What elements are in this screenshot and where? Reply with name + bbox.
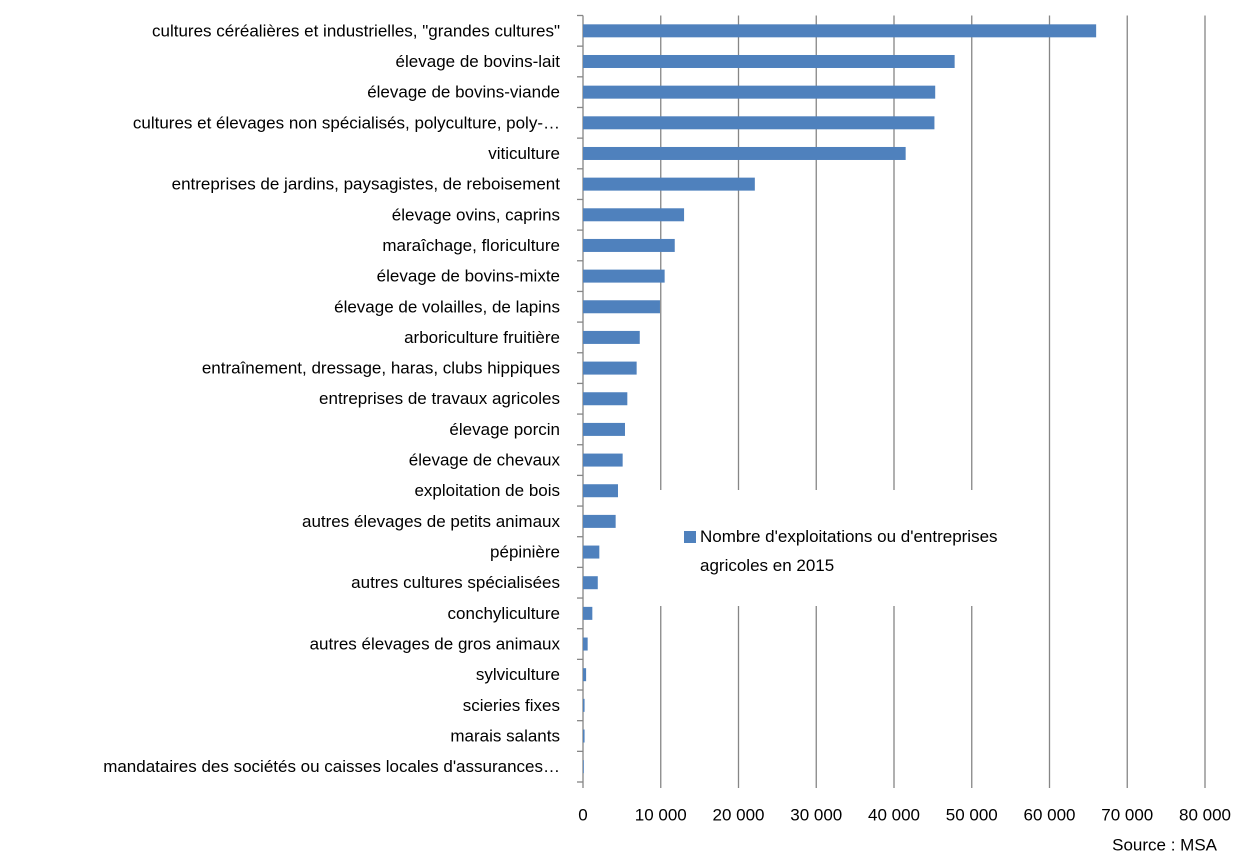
bar [583, 698, 585, 712]
bar [583, 269, 665, 283]
y-tick-label: sylviculture [476, 665, 560, 684]
x-tick-label: 0 [578, 805, 587, 824]
y-tick-label: entreprises de jardins, paysagistes, de … [172, 175, 561, 194]
bar [583, 422, 625, 436]
x-tick-label: 80 000 [1179, 805, 1231, 824]
y-tick-label: élevage ovins, caprins [392, 205, 560, 224]
bar [583, 116, 935, 130]
legend-text: Nombre d'exploitations ou d'entreprises … [700, 527, 998, 575]
y-tick-label: marais salants [450, 726, 560, 745]
bar [583, 514, 616, 528]
bar [583, 576, 598, 590]
y-tick-label: autres élevages de gros animaux [310, 635, 561, 654]
y-tick-label: pépinière [490, 543, 560, 562]
y-tick-label: autres élevages de petits animaux [302, 512, 560, 531]
y-tick-label: élevage de bovins-lait [396, 52, 561, 71]
y-tick-label: exploitation de bois [414, 481, 560, 500]
y-tick-label: élevage porcin [449, 420, 560, 439]
legend-box [660, 490, 1022, 606]
bar [583, 146, 906, 160]
y-tick-label: mandataires des sociétés ou caisses loca… [103, 757, 560, 776]
y-tick-label: entraînement, dressage, haras, clubs hip… [202, 359, 560, 378]
bar [583, 392, 628, 406]
bar [583, 54, 955, 68]
y-tick-label: entreprises de travaux agricoles [319, 389, 560, 408]
bar [583, 668, 587, 682]
bar [583, 453, 623, 467]
bar [583, 330, 640, 344]
y-tick-label: élevage de volailles, de lapins [334, 297, 560, 316]
x-tick-label: 60 000 [1024, 805, 1076, 824]
x-tick-label: 10 000 [635, 805, 687, 824]
bar [583, 484, 618, 498]
bar [583, 760, 584, 774]
y-tick-label: cultures et élevages non spécialisés, po… [133, 113, 560, 132]
source-note: Source : MSA [1112, 835, 1218, 854]
y-tick-label: scieries fixes [463, 696, 560, 715]
x-tick-label: 20 000 [713, 805, 765, 824]
bar [583, 606, 593, 620]
y-tick-label: maraîchage, floriculture [382, 236, 560, 255]
bar [583, 729, 585, 743]
legend: Nombre d'exploitations ou d'entreprises … [660, 490, 1022, 606]
bar [583, 24, 1097, 38]
bar [583, 208, 685, 222]
x-tick-label: 50 000 [946, 805, 998, 824]
bar [583, 300, 660, 314]
bar [583, 361, 637, 375]
y-tick-label: conchyliculture [448, 604, 560, 623]
x-tick-label: 70 000 [1101, 805, 1153, 824]
bar [583, 545, 600, 559]
y-tick-label: élevage de chevaux [409, 451, 561, 470]
y-tick-label: cultures céréalières et industrielles, "… [152, 21, 560, 40]
y-tick-label: élevage de bovins-viande [367, 83, 560, 102]
bar [583, 85, 936, 99]
y-tick-label: autres cultures spécialisées [351, 573, 560, 592]
y-tick-label: élevage de bovins-mixte [377, 267, 560, 286]
legend-swatch [684, 531, 696, 543]
x-tick-label: 30 000 [790, 805, 842, 824]
y-tick-label: viticulture [488, 144, 560, 163]
bar [583, 177, 755, 191]
legend-label: Nombre d'exploitations ou d'entreprises … [700, 527, 998, 575]
y-tick-label: arboriculture fruitière [404, 328, 560, 347]
bar [583, 238, 675, 252]
x-tick-label: 40 000 [868, 805, 920, 824]
bar [583, 637, 588, 651]
